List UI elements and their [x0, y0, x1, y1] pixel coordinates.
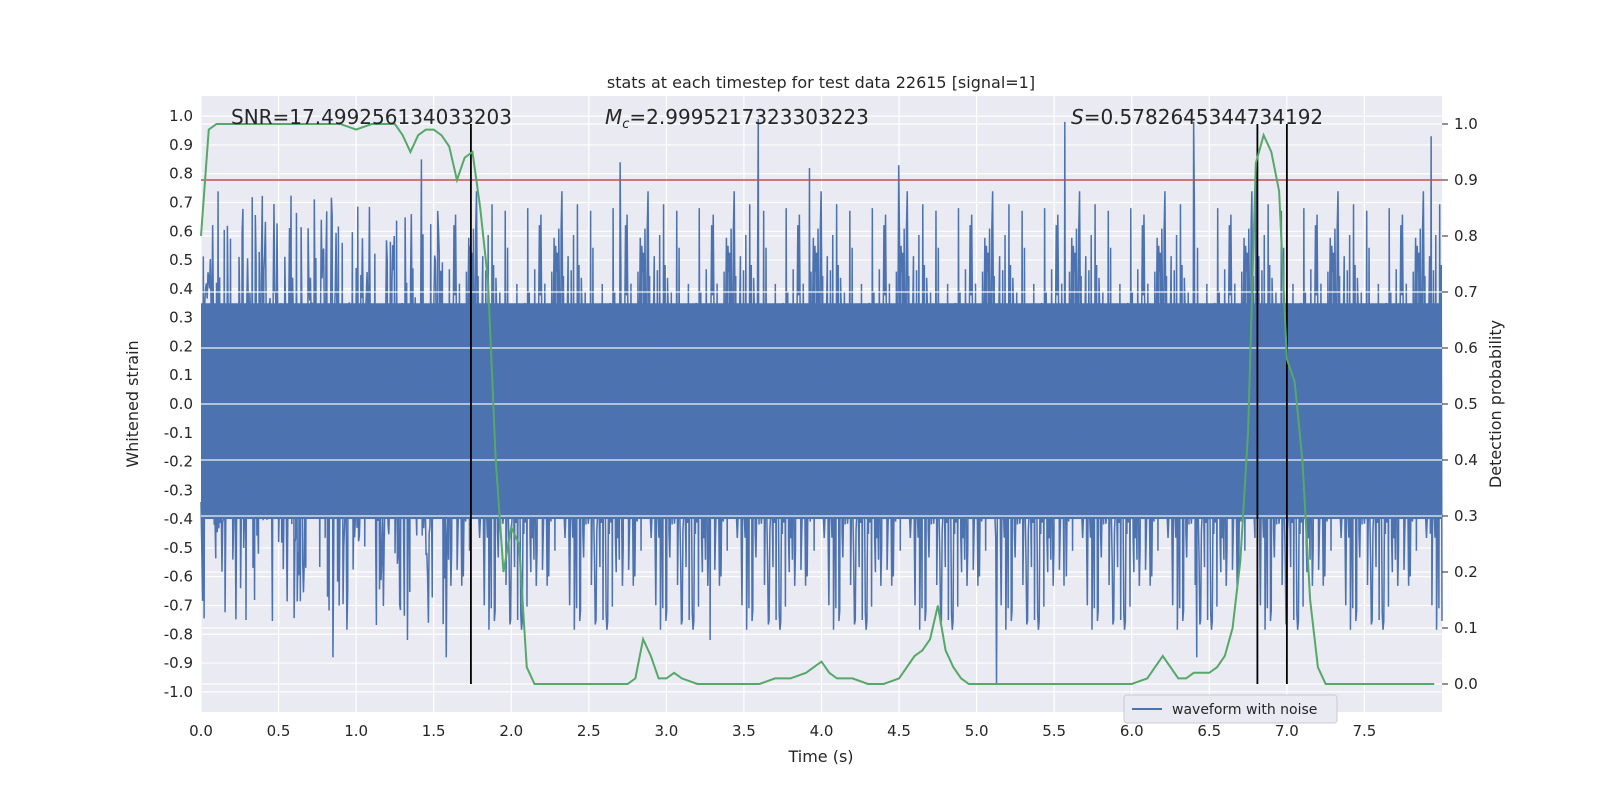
legend-box — [1123, 694, 1338, 724]
y-left-tick-label: -1.0 — [164, 683, 193, 701]
chart-title: stats at each timestep for test data 226… — [607, 73, 1035, 92]
y-axis-label-left: Whitened strain — [123, 340, 142, 467]
y-right-tick-label: 0.1 — [1454, 619, 1478, 637]
y-left-tick-label: -0.9 — [164, 654, 193, 672]
y-right-tick-label: 0.5 — [1454, 395, 1478, 413]
x-tick-label: 5.5 — [1042, 722, 1066, 740]
y-right-tick-label: 0.7 — [1454, 283, 1478, 301]
x-tick-label: 6.0 — [1120, 722, 1144, 740]
y-right-tick-label: 0.6 — [1454, 339, 1478, 357]
waveform-line — [200, 119, 1443, 684]
y-left-tick-label: 0.5 — [169, 251, 193, 269]
x-tick-label: 4.5 — [887, 722, 911, 740]
x-tick-label: 3.5 — [732, 722, 756, 740]
s-symbol: S — [1071, 105, 1084, 129]
y-left-tick-label: -0.6 — [164, 568, 193, 586]
y-left-tick-label: -0.5 — [164, 539, 193, 557]
y-right-tick-label: 0.0 — [1454, 675, 1478, 693]
y-right-tick-label: 0.9 — [1454, 171, 1478, 189]
y-left-tick-label: 0.0 — [169, 395, 193, 413]
mc-value: =2.9995217323303223 — [629, 105, 868, 129]
s-value: =0.5782645344734192 — [1084, 105, 1323, 129]
x-tick-label: 4.0 — [810, 722, 834, 740]
y-right-tick-label: 0.2 — [1454, 563, 1478, 581]
y-left-tick-label: -0.8 — [164, 625, 193, 643]
legend: waveform with noise — [1123, 694, 1338, 724]
x-tick-label: 7.5 — [1353, 722, 1377, 740]
y-left-tick-label: 0.6 — [169, 222, 193, 240]
y-left-tick-label: 0.4 — [169, 280, 193, 298]
probability-line — [200, 123, 1435, 685]
y-left-tick-label: 0.1 — [169, 366, 193, 384]
s-annotation: S=0.5782645344734192 — [1071, 105, 1323, 129]
x-tick-label: 0.0 — [189, 722, 213, 740]
y-right-tick-label: 1.0 — [1454, 115, 1478, 133]
x-axis-label: Time (s) — [787, 747, 853, 766]
y-left-tick-label: 0.2 — [169, 337, 193, 355]
y-axis-label-right: Detection probability — [1486, 320, 1505, 488]
y-left-tick-label: 1.0 — [169, 107, 193, 125]
snr-annotation: SNR=17.499256134033203 — [231, 105, 512, 129]
chirp-mass-annotation: Mc=2.9995217323303223 — [605, 105, 869, 132]
y-right-axis-ticks: 1.0 0.9 0.8 0.7 0.6 0.5 0.4 0.3 0.2 0.1 0.0 — [1442, 115, 1478, 693]
y-left-tick-label: 0.8 — [169, 165, 193, 183]
y-right-tick-label: 0.8 — [1454, 227, 1478, 245]
y-left-tick-label: 0.9 — [169, 136, 193, 154]
mc-symbol: M — [605, 105, 622, 129]
x-tick-label: 5.0 — [965, 722, 989, 740]
x-tick-label: 7.0 — [1275, 722, 1299, 740]
probability-series — [200, 123, 1435, 685]
y-left-tick-label: -0.4 — [164, 510, 193, 528]
x-tick-label: 2.5 — [577, 722, 601, 740]
mc-subscript: c — [622, 117, 629, 132]
x-tick-label: 2.0 — [499, 722, 523, 740]
y-left-tick-label: 0.3 — [169, 309, 193, 327]
y-left-tick-label: 0.7 — [169, 194, 193, 212]
x-tick-label: 3.0 — [654, 722, 678, 740]
x-tick-label: 0.5 — [267, 722, 291, 740]
y-left-axis-ticks: 1.0 0.9 0.8 0.7 0.6 0.5 0.4 0.3 0.2 0.1 0.0 -0.1 -0.… — [164, 107, 193, 701]
y-left-tick-label: -0.3 — [164, 481, 193, 499]
y-right-tick-label: 0.3 — [1454, 507, 1478, 525]
y-left-tick-label: -0.1 — [164, 424, 193, 442]
x-tick-label: 1.0 — [344, 722, 368, 740]
y-right-tick-label: 0.4 — [1454, 451, 1478, 469]
x-axis-ticks: 0.0 0.5 1.0 1.5 2.0 2.5 3.0 3.5 4.0 4.5 5.0 5.5 6.0 6… — [189, 722, 1376, 740]
waveform-series — [200, 119, 1443, 684]
y-left-tick-label: -0.2 — [164, 453, 193, 471]
vertical-markers — [470, 124, 1288, 684]
x-tick-label: 6.5 — [1197, 722, 1221, 740]
y-left-tick-label: -0.7 — [164, 596, 193, 614]
x-tick-label: 1.5 — [422, 722, 446, 740]
legend-label: waveform with noise — [1172, 702, 1317, 718]
